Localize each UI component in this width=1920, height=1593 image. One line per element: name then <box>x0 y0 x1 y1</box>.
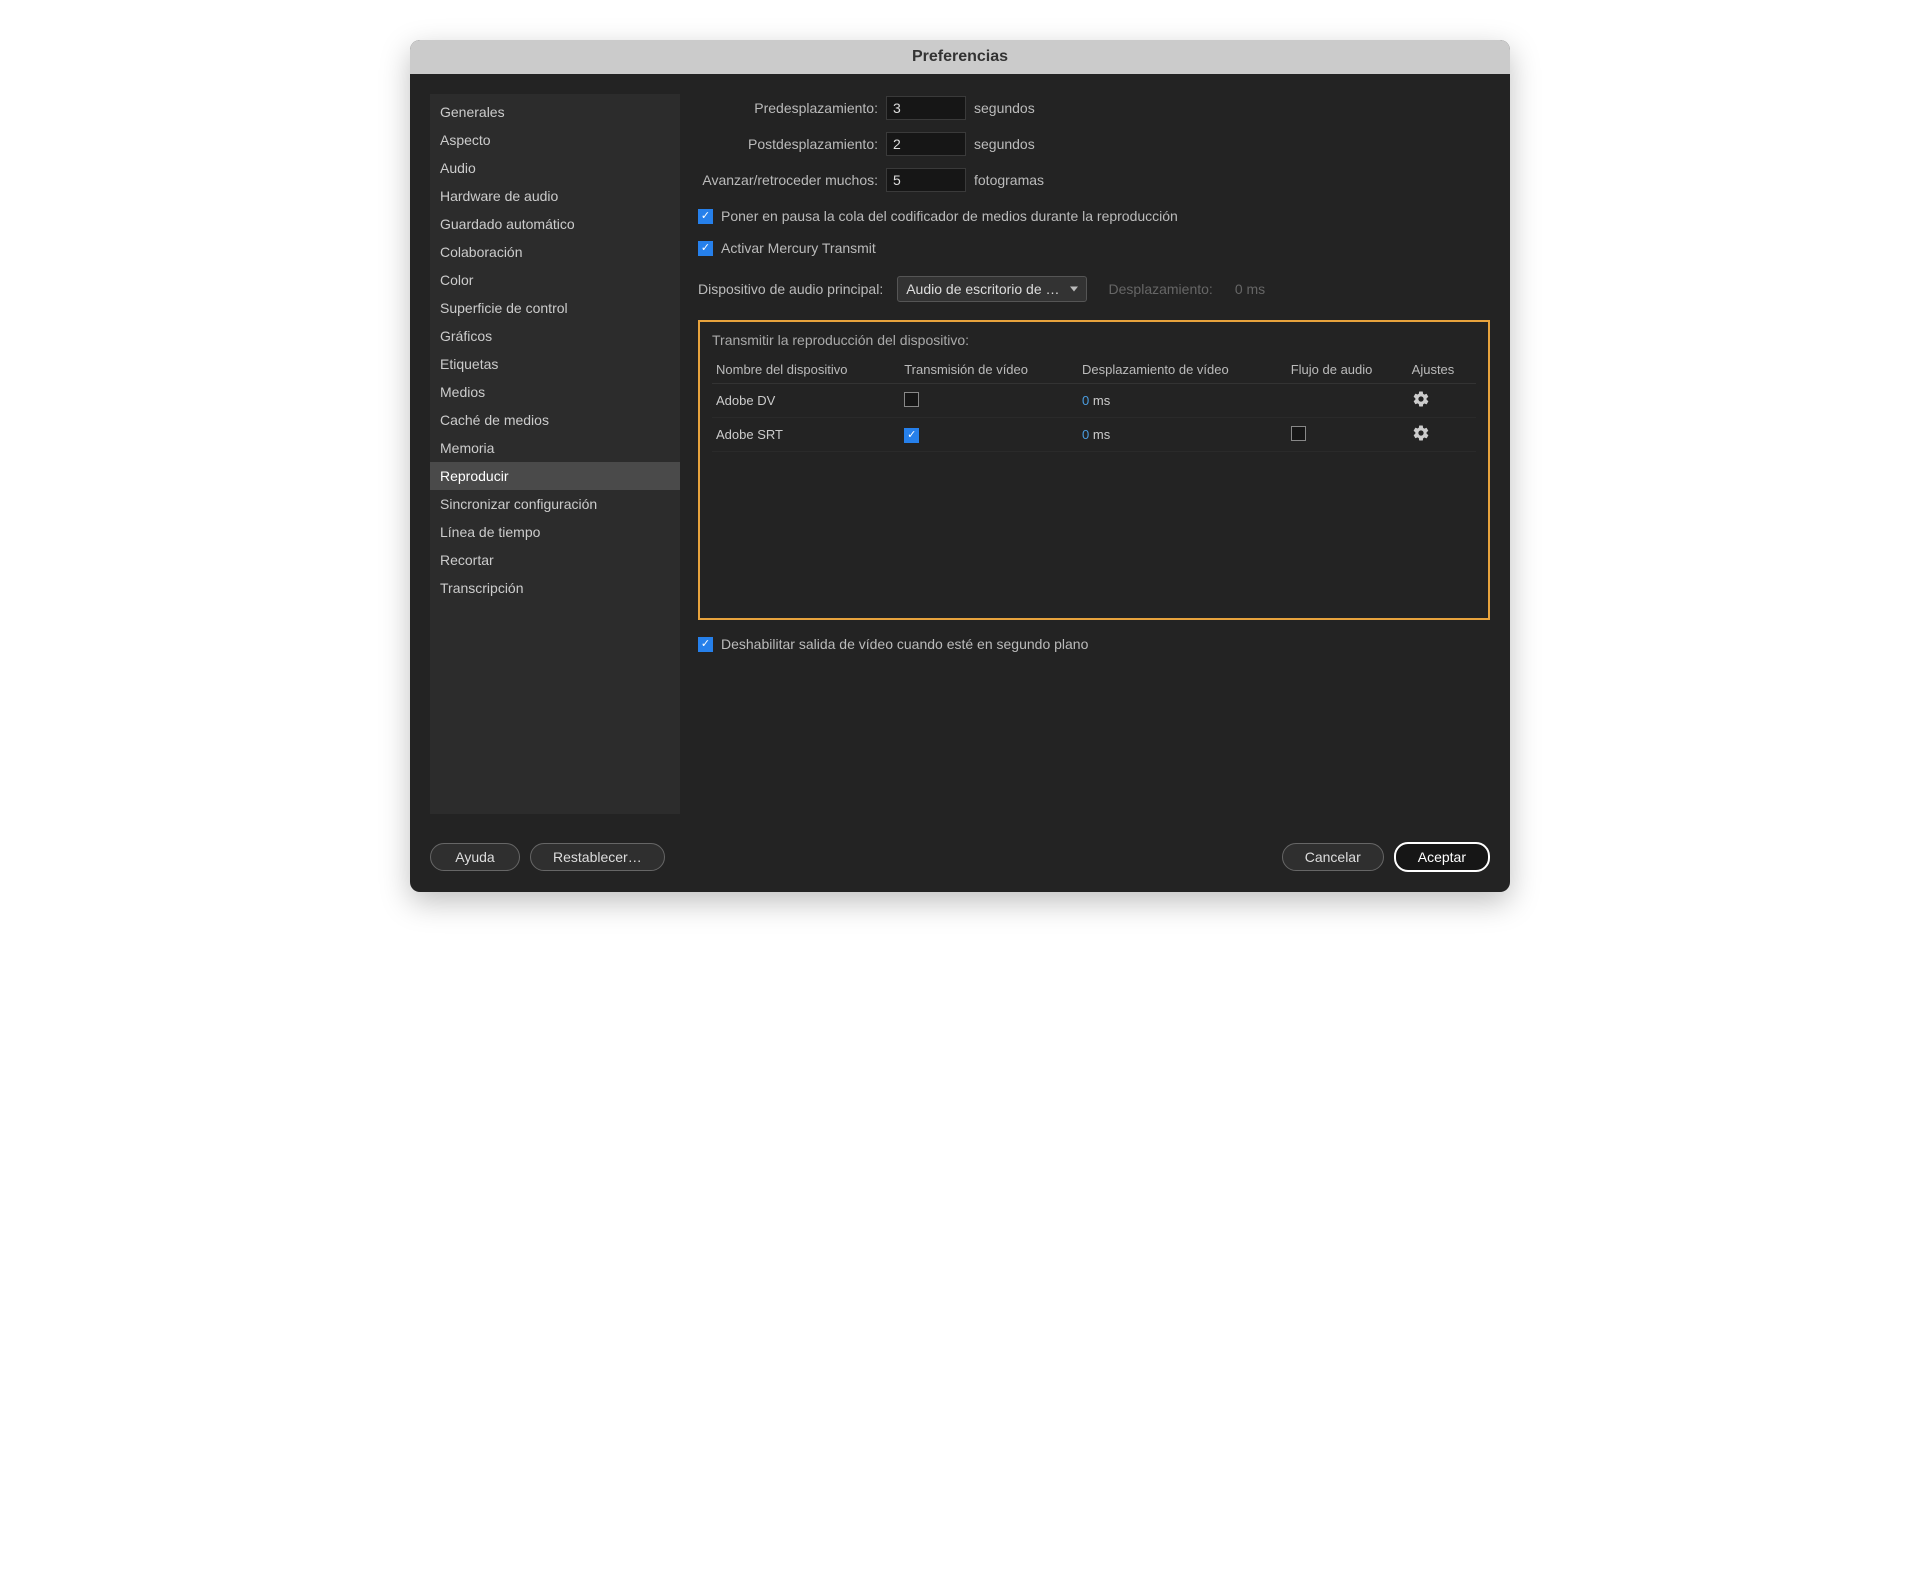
audio-device-value: Audio de escritorio de … <box>906 281 1059 297</box>
sidebar-item-7[interactable]: Superficie de control <box>430 294 680 322</box>
sidebar: GeneralesAspectoAudioHardware de audioGu… <box>430 94 680 814</box>
video-offset[interactable]: 0 ms <box>1078 418 1287 452</box>
ok-button[interactable]: Aceptar <box>1394 842 1490 872</box>
disable-bg-row: Deshabilitar salida de vídeo cuando esté… <box>698 636 1490 652</box>
video-checkbox[interactable] <box>904 428 919 443</box>
mercury-row: Activar Mercury Transmit <box>698 240 1490 256</box>
window-title: Preferencias <box>912 48 1008 65</box>
sidebar-item-1[interactable]: Aspecto <box>430 126 680 154</box>
settings-cell[interactable] <box>1408 418 1476 452</box>
sidebar-item-3[interactable]: Hardware de audio <box>430 182 680 210</box>
step-input[interactable] <box>886 168 966 192</box>
sidebar-item-12[interactable]: Memoria <box>430 434 680 462</box>
step-label: Avanzar/retroceder muchos: <box>698 172 878 188</box>
preroll-unit: segundos <box>974 100 1035 116</box>
transmit-title: Transmitir la reproducción del dispositi… <box>712 332 1476 348</box>
pause-row: Poner en pausa la cola del codificador d… <box>698 208 1490 224</box>
mercury-label: Activar Mercury Transmit <box>721 240 876 256</box>
video-checkbox[interactable] <box>904 392 919 407</box>
sidebar-item-9[interactable]: Etiquetas <box>430 350 680 378</box>
disable-bg-checkbox[interactable] <box>698 637 713 652</box>
audio-device-row: Dispositivo de audio principal: Audio de… <box>698 276 1490 302</box>
help-button[interactable]: Ayuda <box>430 843 520 871</box>
audio-checkbox[interactable] <box>1291 426 1306 441</box>
transmit-column-header: Nombre del dispositivo <box>712 356 900 384</box>
preroll-row: Predesplazamiento: segundos <box>698 96 1490 120</box>
table-row: Adobe DV 0 ms <box>712 384 1476 418</box>
reset-button[interactable]: Restablecer… <box>530 843 665 871</box>
sidebar-item-15[interactable]: Línea de tiempo <box>430 518 680 546</box>
sidebar-item-5[interactable]: Colaboración <box>430 238 680 266</box>
postroll-input[interactable] <box>886 132 966 156</box>
sidebar-item-14[interactable]: Sincronizar configuración <box>430 490 680 518</box>
sidebar-item-16[interactable]: Recortar <box>430 546 680 574</box>
sidebar-item-4[interactable]: Guardado automático <box>430 210 680 238</box>
postroll-unit: segundos <box>974 136 1035 152</box>
sidebar-item-8[interactable]: Gráficos <box>430 322 680 350</box>
video-offset[interactable]: 0 ms <box>1078 384 1287 418</box>
cancel-button[interactable]: Cancelar <box>1282 843 1384 871</box>
audio-offset-value: 0 ms <box>1235 281 1265 297</box>
sidebar-item-6[interactable]: Color <box>430 266 680 294</box>
audio-offset-label: Desplazamiento: <box>1109 281 1213 297</box>
audio-device-dropdown[interactable]: Audio de escritorio de … <box>897 276 1086 302</box>
content: Predesplazamiento: segundos Postdesplaza… <box>698 94 1490 814</box>
sidebar-item-11[interactable]: Caché de medios <box>430 406 680 434</box>
body: GeneralesAspectoAudioHardware de audioGu… <box>410 74 1510 834</box>
pause-label: Poner en pausa la cola del codificador d… <box>721 208 1178 224</box>
step-row: Avanzar/retroceder muchos: fotogramas <box>698 168 1490 192</box>
pause-checkbox[interactable] <box>698 209 713 224</box>
transmit-table: Nombre del dispositivoTransmisión de víd… <box>712 356 1476 452</box>
sidebar-item-2[interactable]: Audio <box>430 154 680 182</box>
titlebar: Preferencias <box>410 40 1510 74</box>
disable-bg-label: Deshabilitar salida de vídeo cuando esté… <box>721 636 1088 652</box>
sidebar-item-17[interactable]: Transcripción <box>430 574 680 602</box>
audio-device-label: Dispositivo de audio principal: <box>698 281 883 297</box>
transmit-column-header: Desplazamiento de vídeo <box>1078 356 1287 384</box>
sidebar-item-10[interactable]: Medios <box>430 378 680 406</box>
footer: Ayuda Restablecer… Cancelar Aceptar <box>410 834 1510 892</box>
transmit-column-header: Ajustes <box>1408 356 1476 384</box>
postroll-row: Postdesplazamiento: segundos <box>698 132 1490 156</box>
sidebar-item-0[interactable]: Generales <box>430 98 680 126</box>
settings-cell[interactable] <box>1408 384 1476 418</box>
postroll-label: Postdesplazamiento: <box>698 136 878 152</box>
mercury-checkbox[interactable] <box>698 241 713 256</box>
preferences-window: Preferencias GeneralesAspectoAudioHardwa… <box>410 40 1510 892</box>
sidebar-item-13[interactable]: Reproducir <box>430 462 680 490</box>
transmit-box: Transmitir la reproducción del dispositi… <box>698 320 1490 620</box>
device-name: Adobe SRT <box>712 418 900 452</box>
transmit-column-header: Transmisión de vídeo <box>900 356 1078 384</box>
preroll-label: Predesplazamiento: <box>698 100 878 116</box>
transmit-column-header: Flujo de audio <box>1287 356 1408 384</box>
device-name: Adobe DV <box>712 384 900 418</box>
table-row: Adobe SRT 0 ms <box>712 418 1476 452</box>
preroll-input[interactable] <box>886 96 966 120</box>
step-unit: fotogramas <box>974 172 1044 188</box>
